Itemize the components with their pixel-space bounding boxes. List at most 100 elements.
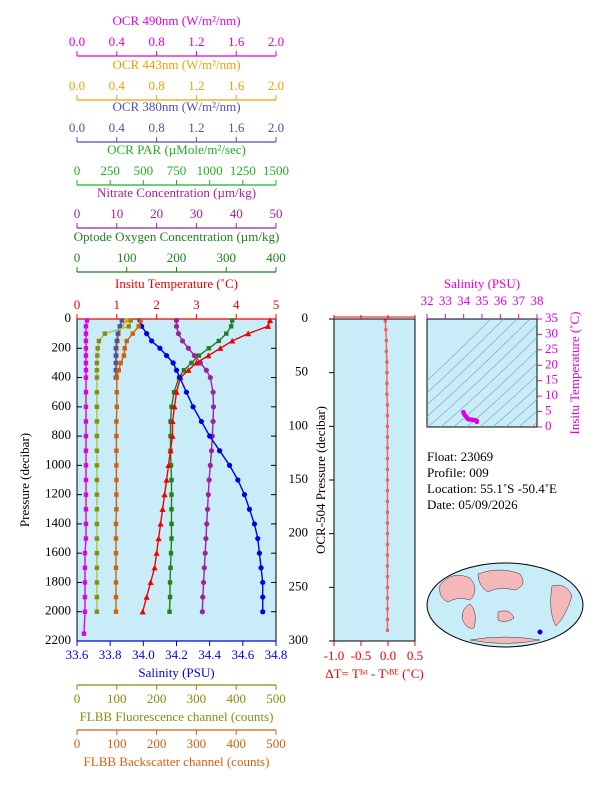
data-point <box>193 359 200 366</box>
data-point <box>83 419 89 424</box>
density-contour <box>427 319 505 394</box>
data-point <box>94 521 100 527</box>
x-tick-label: 0.4 <box>109 120 126 135</box>
x-axis-label: Optode Oxygen Concentration (µm/kg) <box>74 229 280 244</box>
x-tick-label: 34.4 <box>198 647 221 662</box>
info-line: Profile: 009 <box>427 465 489 480</box>
data-point <box>246 506 253 512</box>
y-tick-label: 25 <box>545 341 558 356</box>
x-axis-label: Salinity (PSU) <box>444 276 520 291</box>
data-point <box>83 507 89 512</box>
data-point <box>169 477 174 483</box>
data-point <box>385 435 390 439</box>
y-tick-label: 1400 <box>45 515 71 530</box>
y-tick-label: 35 <box>545 310 558 325</box>
data-point <box>165 462 172 468</box>
data-point <box>179 338 186 344</box>
data-point <box>84 318 90 323</box>
data-point <box>83 368 89 373</box>
x-tick-label: 0 <box>74 736 81 751</box>
x-tick-label: 32 <box>421 293 434 308</box>
x-tick-label: 1.2 <box>188 78 204 93</box>
data-point <box>143 593 150 600</box>
data-point <box>113 536 119 541</box>
x-axis-label: OCR 443nm (W/m²/nm) <box>112 57 240 72</box>
x-tick-label: 500 <box>134 163 154 178</box>
data-point <box>114 492 119 497</box>
info-line: Location: 55.1˚S -50.4˚E <box>427 481 557 496</box>
data-point <box>94 477 100 483</box>
x-tick-label: 3 <box>193 297 200 312</box>
data-point <box>163 352 170 359</box>
data-point <box>385 467 390 472</box>
y-tick-label: 1800 <box>45 573 71 588</box>
x-tick-label: 0.8 <box>148 34 164 49</box>
x-tick-label: 300 <box>217 250 237 265</box>
data-point <box>95 346 100 351</box>
data-point <box>170 360 176 366</box>
data-point <box>114 375 119 380</box>
x-tick-label: 1.2 <box>188 120 204 135</box>
x-tick-label: 300 <box>187 691 207 706</box>
x-tick-label: 36 <box>494 293 508 308</box>
data-point <box>144 331 150 337</box>
x-tick-label: 100 <box>117 250 137 265</box>
data-point <box>206 477 212 483</box>
data-point <box>190 404 196 410</box>
data-point <box>383 319 388 323</box>
data-point <box>124 338 129 344</box>
data-point <box>258 565 264 571</box>
data-point <box>83 353 89 358</box>
density-contour <box>479 374 537 427</box>
x-tick-label: 0.8 <box>148 78 164 93</box>
data-point <box>260 579 266 586</box>
data-point <box>94 368 100 373</box>
x-tick-label: 34.6 <box>231 647 254 662</box>
data-point <box>117 324 122 329</box>
y-tick-label: 200 <box>289 525 309 540</box>
data-point <box>153 550 160 556</box>
data-point <box>171 389 177 395</box>
data-point <box>126 324 131 329</box>
data-point <box>205 352 212 359</box>
x-tick-label: 50 <box>270 206 283 221</box>
data-point <box>95 353 100 358</box>
data-point <box>183 389 190 395</box>
data-point <box>385 585 390 590</box>
x-axis-label: OCR PAR (µMole/m²/sec) <box>107 142 246 157</box>
data-point <box>224 331 229 336</box>
ts-point <box>474 419 480 425</box>
data-point <box>264 323 272 329</box>
data-point <box>385 478 390 482</box>
data-point <box>114 477 119 483</box>
y-tick-label: 20 <box>545 356 558 371</box>
data-point <box>163 476 170 483</box>
data-point <box>385 488 390 493</box>
data-point <box>230 318 235 323</box>
data-point <box>83 375 89 380</box>
data-point <box>385 542 390 547</box>
data-point <box>385 456 390 461</box>
data-point <box>251 521 258 527</box>
data-point <box>171 403 178 410</box>
data-point <box>241 492 248 498</box>
data-point <box>385 413 390 418</box>
data-point <box>384 349 389 354</box>
density-contour <box>427 319 531 417</box>
data-point <box>161 491 168 498</box>
data-point <box>203 535 209 542</box>
data-point <box>114 404 119 410</box>
data-point <box>82 580 88 585</box>
x-tick-label: 33.6 <box>66 647 89 662</box>
x-tick-label: 2.0 <box>268 78 284 93</box>
x-tick-label: 2 <box>153 297 160 312</box>
x-tick-label: 500 <box>266 691 286 706</box>
data-point <box>114 448 119 453</box>
x-tick-label: 1000 <box>197 163 223 178</box>
x-tick-label: 37 <box>512 293 526 308</box>
y-tick-label: 2200 <box>45 632 71 647</box>
data-point <box>102 331 108 336</box>
data-point <box>385 360 389 364</box>
data-point <box>173 367 180 373</box>
data-point <box>167 580 173 585</box>
